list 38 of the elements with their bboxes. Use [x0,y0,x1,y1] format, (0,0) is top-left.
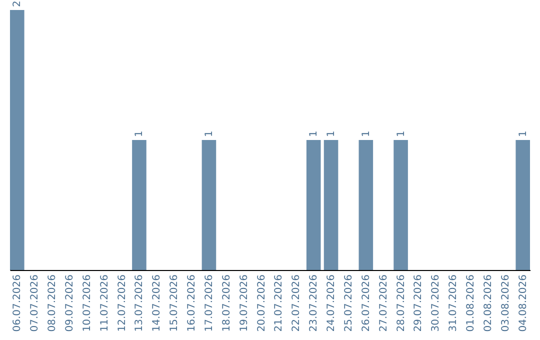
x-tick-label: 10.07.2026 [82,274,93,332]
x-tick-label: 02.08.2026 [482,274,494,332]
x-tick-label: 22.07.2026 [291,274,302,332]
x-tick-label: 27.07.2026 [378,274,390,332]
x-tick-label: 12.07.2026 [116,274,128,332]
x-tick-label: 18.07.2026 [221,274,232,332]
x-tick-label: 30.07.2026 [430,274,442,332]
x-tick-label: 31.07.2026 [448,274,460,332]
data-label: 1 [326,130,338,137]
x-tick-label: 23.07.2026 [308,274,320,332]
x-tick-label: 16.07.2026 [186,274,198,332]
data-label: 1 [308,130,320,137]
x-tick-label: 14.07.2026 [152,274,163,332]
x-tick-label: 07.07.2026 [30,274,41,332]
x-tick-label: 24.07.2026 [326,274,338,332]
x-tick-label: 19.07.2026 [238,274,250,332]
data-label: 1 [134,130,146,137]
data-label: 1 [396,130,407,137]
x-tick-label: 06.07.2026 [12,274,24,332]
x-tick-label: 20.07.2026 [256,274,268,332]
x-tick-label: 17.07.2026 [204,274,215,332]
x-tick-label: 04.08.2026 [518,274,529,332]
x-tick-label: 13.07.2026 [134,274,146,332]
data-label: 2 [12,0,24,7]
x-tick-label: 29.07.2026 [413,274,424,332]
x-tick-label: 26.07.2026 [360,274,372,332]
x-tick-label: 21.07.2026 [274,274,285,332]
x-tick-label: 15.07.2026 [169,274,180,332]
x-tick-label: 28.07.2026 [396,274,407,332]
x-tick-label: 08.07.2026 [47,274,58,332]
x-tick-label: 03.08.2026 [500,274,512,332]
x-tick-label: 25.07.2026 [343,274,354,332]
data-label: 1 [518,130,529,137]
data-label: 1 [204,130,215,137]
x-tick-label: 01.08.2026 [466,274,477,332]
x-tick-label: 09.07.2026 [64,274,76,332]
data-label: 1 [360,130,372,137]
x-tick-label: 11.07.2026 [99,274,110,332]
